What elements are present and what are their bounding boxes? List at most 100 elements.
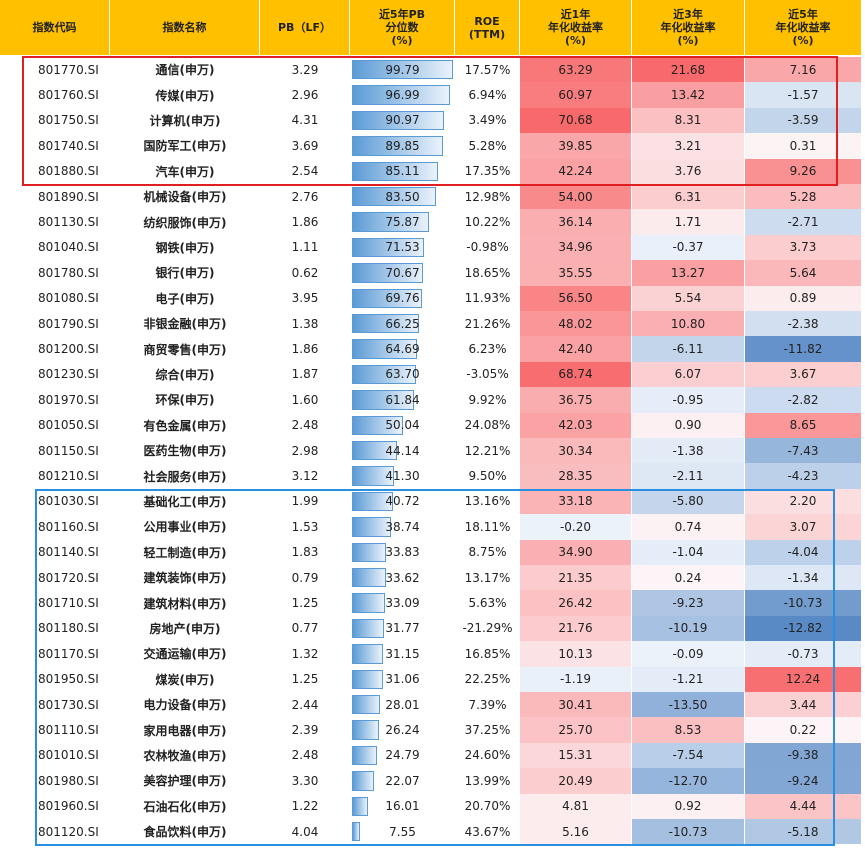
- cell-text: 801200.SI: [38, 342, 99, 357]
- cell: 61.84: [350, 387, 455, 412]
- cell: 机械设备(申万): [110, 184, 260, 209]
- cell-text: 食品饮料(申万): [143, 825, 227, 840]
- cell: 48.02: [520, 311, 632, 337]
- cell-text: 6.94%: [468, 88, 507, 103]
- data-bar: [352, 339, 418, 359]
- cell: 17.35%: [455, 159, 520, 184]
- cell: 8.75%: [455, 540, 520, 565]
- cell: -3.05%: [455, 362, 520, 387]
- cell-text: 13.17%: [464, 570, 511, 585]
- cell: 70.68: [520, 107, 632, 134]
- cell-text: 0.79: [291, 570, 319, 585]
- data-bar: [352, 212, 429, 232]
- cell: 33.62: [350, 565, 455, 590]
- cell: 建筑装饰(申万): [110, 565, 260, 590]
- cell: 家用电器(申万): [110, 717, 260, 742]
- cell: 1.83: [260, 540, 350, 565]
- data-bar: [352, 161, 438, 181]
- cell-text: 40.72: [385, 494, 420, 509]
- cell-text: 1.11: [291, 240, 319, 255]
- cell-text: 801030.SI: [38, 494, 99, 509]
- cell: 0.22: [745, 717, 862, 743]
- cell: 2.48: [260, 413, 350, 438]
- cell-text: 70.68: [558, 113, 593, 128]
- cell-text: 15.31: [558, 748, 593, 763]
- cell: 16.85%: [455, 641, 520, 666]
- data-bar: [352, 517, 392, 537]
- cell-text: 801010.SI: [38, 748, 99, 763]
- cell-text: 801770.SI: [38, 62, 99, 77]
- data-bar: [352, 441, 397, 461]
- cell: 34.90: [520, 539, 632, 565]
- cell: 1.22: [260, 794, 350, 819]
- cell: 3.07: [745, 514, 862, 540]
- cell-text: -2.38: [787, 316, 819, 331]
- header-cell: PB（LF）: [260, 0, 350, 55]
- cell: 26.24: [350, 717, 455, 742]
- cell: 3.73: [745, 234, 862, 261]
- cell: 1.11: [260, 235, 350, 260]
- cell: 66.25: [350, 311, 455, 336]
- cell-text: 21.68: [670, 62, 706, 77]
- cell: -0.98%: [455, 235, 520, 260]
- cell: 89.85: [350, 133, 455, 158]
- cell: 7.55: [350, 819, 455, 844]
- cell: 15.31: [520, 742, 632, 769]
- cell-text: 69.76: [385, 291, 420, 306]
- cell: 7.16: [745, 57, 862, 83]
- header-text: 指数名称: [162, 21, 207, 34]
- cell-text: 801210.SI: [38, 469, 99, 484]
- data-bar: [352, 314, 419, 334]
- cell: 801150.SI: [0, 438, 110, 463]
- cell-text: -0.37: [672, 240, 704, 255]
- cell-text: -1.34: [787, 570, 819, 585]
- cell: 食品饮料(申万): [110, 819, 260, 844]
- cell-text: 21.26%: [464, 316, 511, 331]
- cell-text: 6.23%: [468, 342, 507, 357]
- cell-text: 25.70: [558, 723, 593, 738]
- cell: 9.50%: [455, 463, 520, 488]
- cell: 36.14: [520, 209, 632, 235]
- cell-text: 13.99%: [464, 773, 511, 788]
- cell-text: -12.70: [668, 773, 708, 788]
- cell-text: 0.90: [674, 418, 702, 433]
- cell: -2.11: [632, 463, 745, 489]
- cell-text: 轻工制造(申万): [143, 545, 227, 560]
- cell-text: 24.79: [385, 748, 420, 763]
- cell: 10.22%: [455, 209, 520, 234]
- cell: -21.29%: [455, 616, 520, 641]
- cell-text: 1.32: [291, 646, 319, 661]
- cell-text: 农林牧渔(申万): [143, 748, 227, 763]
- cell-text: 1.86: [291, 342, 319, 357]
- cell-text: 5.28%: [468, 138, 507, 153]
- cell: 38.74: [350, 514, 455, 539]
- cell: 35.55: [520, 260, 632, 286]
- cell-text: -0.98%: [466, 240, 509, 255]
- cell-text: 房地产(申万): [149, 621, 221, 636]
- data-bar: [352, 745, 378, 766]
- cell-text: -5.18: [787, 824, 819, 839]
- cell: 5.64: [745, 260, 862, 286]
- cell: 综合(申万): [110, 362, 260, 387]
- cell: 计算机(申万): [110, 108, 260, 133]
- cell-text: 7.39%: [468, 697, 507, 712]
- cell-text: 0.92: [674, 799, 702, 814]
- cell-text: 0.77: [291, 621, 319, 636]
- cell-text: 63.29: [558, 62, 593, 77]
- cell: 71.53: [350, 235, 455, 260]
- cell-text: 1.53: [291, 519, 319, 534]
- cell: 801030.SI: [0, 489, 110, 514]
- cell-text: 18.11%: [464, 519, 511, 534]
- cell-text: 21.35: [558, 570, 593, 585]
- cell: 43.67%: [455, 819, 520, 844]
- cell: 1.86: [260, 336, 350, 361]
- cell: 33.18: [520, 488, 632, 515]
- cell-text: 石油石化(申万): [143, 799, 227, 814]
- cell: -0.37: [632, 234, 745, 261]
- cell-text: 42.03: [558, 418, 593, 433]
- cell-text: 2.48: [291, 418, 319, 433]
- cell-text: 64.69: [385, 342, 420, 357]
- cell: -7.43: [745, 438, 862, 464]
- cell: 28.35: [520, 463, 632, 489]
- cell: 2.54: [260, 159, 350, 184]
